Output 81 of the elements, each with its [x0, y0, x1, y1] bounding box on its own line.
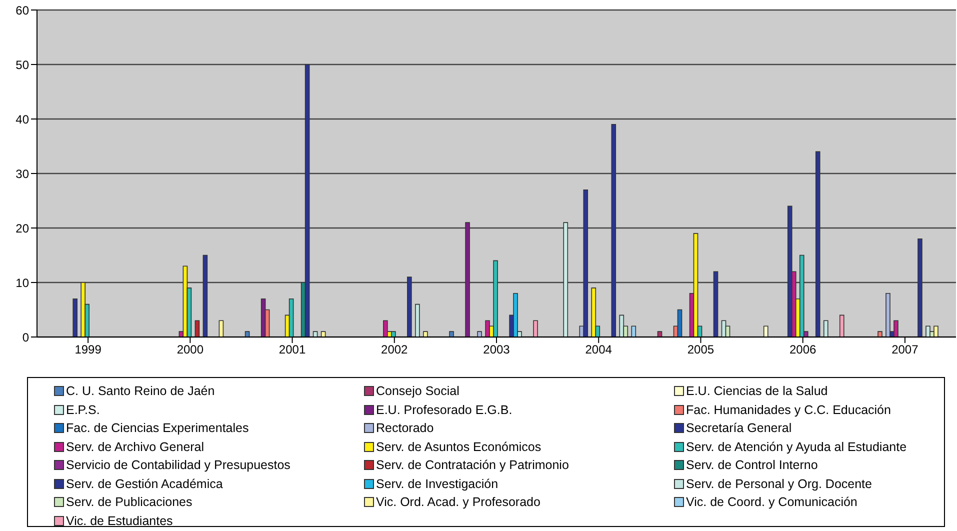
bar: [288, 298, 294, 337]
bar: [533, 320, 538, 337]
x-tick-label: 2007: [892, 342, 919, 357]
x-tick-label: 2006: [789, 342, 817, 357]
y-tick-label: 30: [16, 166, 30, 181]
bar: [449, 331, 454, 337]
x-tick-label: 2004: [585, 342, 612, 357]
legend-label: Serv. de Personal y Org. Docente: [686, 476, 872, 493]
bar: [878, 331, 882, 337]
legend-label: Vic. Ord. Acad. y Profesorado: [376, 494, 540, 511]
legend-label: Consejo Social: [376, 383, 460, 400]
bar: [72, 298, 78, 337]
bar: [423, 331, 428, 337]
y-tick-label: 50: [16, 58, 30, 72]
legend-label: E.U. Ciencias de la Salud: [686, 383, 828, 400]
legend-label: E.P.S.: [66, 402, 100, 418]
y-tick-label: 40: [16, 112, 30, 126]
bar: [477, 331, 482, 337]
bar: [513, 293, 518, 337]
bar: [383, 320, 388, 337]
y-tick-label: 60: [16, 3, 30, 18]
bar: [839, 314, 844, 337]
bar: [218, 320, 224, 337]
legend-label: Servicio de Contabilidad y Presupuestos: [66, 457, 290, 474]
legend-label: Serv. de Asuntos Económicos: [376, 438, 542, 456]
bar: [926, 326, 930, 337]
bar: [202, 254, 208, 337]
bar: [619, 314, 624, 337]
bar: [80, 282, 86, 337]
legend-label: Secretaría General: [686, 420, 792, 437]
bar: [312, 331, 318, 337]
legend-label: Serv. de Contratación y Patrimonio: [376, 457, 569, 474]
bar: [677, 309, 682, 337]
legend-label: Serv. de Gestión Académica: [66, 476, 223, 492]
legend-label: Serv. de Investigación: [376, 476, 498, 493]
x-tick-label: 2002: [381, 342, 408, 357]
bar: [391, 331, 396, 337]
x-tick-label: 2005: [687, 342, 714, 357]
bar: [894, 320, 898, 337]
legend-label: Fac. de Ciencias Experimentales: [66, 420, 249, 437]
legend-label: Serv. de Control Interno: [686, 457, 818, 474]
y-tick-label: 20: [16, 221, 30, 236]
bar: [799, 254, 804, 337]
legend-label: Rectorado: [376, 420, 434, 437]
bar: [563, 222, 568, 337]
bar: [194, 320, 200, 337]
bar: [763, 326, 768, 337]
bar: [934, 326, 938, 337]
legend-label: C. U. Santo Reino de Jaén: [66, 383, 215, 400]
bar: [918, 238, 922, 337]
legend-label: Serv. de Atención y Ayuda al Estudiante: [686, 438, 907, 456]
bar: [591, 288, 596, 337]
bar: [407, 276, 412, 337]
legend-label: Vic. de Estudiantes: [66, 512, 173, 530]
bar: [493, 260, 498, 337]
bar: [823, 320, 828, 337]
x-tick-label: 2003: [483, 342, 510, 357]
x-tick-label: 1999: [74, 342, 102, 357]
bar: [787, 206, 792, 337]
bar: [631, 326, 636, 337]
x-tick-label: 2000: [176, 342, 204, 357]
x-tick-label: 2001: [278, 342, 306, 357]
legend-label: Vic. de Coord. y Comunicación: [686, 494, 858, 511]
bar: [886, 293, 890, 337]
legend-label: Serv. de Archivo General: [66, 438, 204, 456]
bar: [713, 271, 718, 337]
legend-label: Serv. de Publicaciones: [66, 494, 192, 511]
bar: [657, 331, 662, 337]
bar: [465, 222, 470, 337]
bar: [304, 64, 310, 337]
legend-label: E.U. Profesorado E.G.B.: [376, 402, 512, 418]
y-tick-label: 10: [16, 276, 30, 290]
legend-label: Fac. Humanidades y C.C. Educación: [686, 402, 891, 419]
bar: [415, 304, 420, 337]
bar: [815, 151, 820, 337]
y-tick-label: 0: [22, 330, 30, 344]
bar: [244, 331, 250, 337]
bar: [693, 233, 698, 337]
bar: [611, 124, 616, 337]
bar: [320, 331, 326, 337]
bar: [583, 189, 588, 337]
